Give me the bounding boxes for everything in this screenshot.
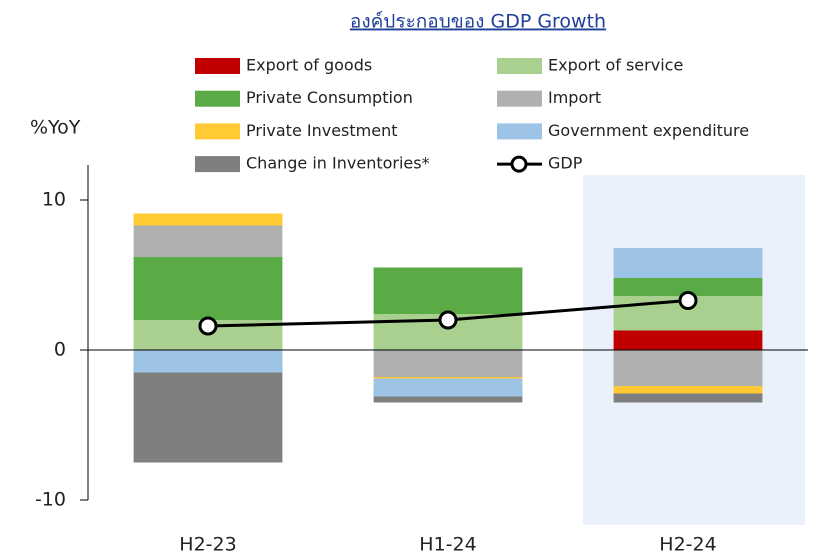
x-tick-label: H2-24 (659, 534, 716, 556)
legend-swatch (195, 123, 240, 140)
legend-swatch (195, 156, 240, 173)
legend-label: Private Investment (246, 121, 398, 140)
gdp-point (678, 291, 698, 310)
gdp-point (438, 310, 458, 330)
chart-title: องค์ประกอบของ GDP Growth (350, 11, 606, 33)
bar-segment (133, 225, 283, 257)
bar-segment (373, 350, 523, 377)
bar-segment (613, 278, 763, 296)
y-tick-label: 10 (42, 189, 66, 211)
bar-segment (133, 213, 283, 226)
legend-swatch (195, 90, 240, 107)
legend-swatch (497, 58, 542, 74)
bar-segment (613, 330, 763, 350)
legend-swatch (497, 90, 542, 107)
x-tick-label: H2-23 (179, 534, 236, 556)
legend-label: Export of service (548, 56, 683, 75)
legend-label: Government expenditure (548, 121, 749, 140)
legend-label: Import (548, 88, 601, 107)
bar-segment (373, 378, 523, 397)
bar-segment (613, 393, 763, 403)
bar-segment (613, 248, 763, 278)
bar-segment (613, 386, 763, 394)
bar-segment (613, 350, 763, 386)
gdp-point (198, 316, 218, 336)
y-tick-label: 0 (54, 339, 66, 361)
legend-swatch (195, 58, 240, 74)
y-axis-label: %YoY (30, 117, 81, 139)
legend-label: GDP (548, 154, 583, 173)
legend-swatch (497, 123, 542, 140)
legend-marker (510, 155, 528, 173)
legend-label: Private Consumption (246, 88, 413, 107)
bar-segment (373, 377, 523, 379)
bar-segment (133, 257, 283, 320)
bar-segment (373, 396, 523, 403)
bar-segment (133, 372, 283, 463)
x-tick-label: H1-24 (419, 534, 476, 556)
legend-label: Export of goods (246, 56, 372, 75)
y-tick-label: -10 (35, 489, 66, 511)
legend-label: Change in Inventories* (246, 154, 430, 173)
bar-segment (133, 350, 283, 373)
bar-segment (373, 267, 523, 314)
